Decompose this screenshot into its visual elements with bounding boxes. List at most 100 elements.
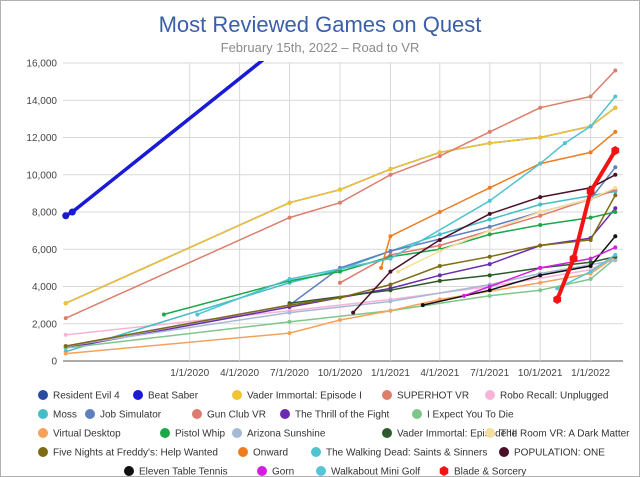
data-point	[613, 94, 618, 99]
data-point	[553, 295, 562, 304]
legend-marker	[485, 390, 495, 400]
data-point	[487, 141, 492, 146]
data-point	[487, 262, 492, 267]
legend-label: Gun Club VR	[207, 410, 266, 421]
legend-marker	[85, 409, 95, 419]
x-tick-label: 1/1/2022	[571, 368, 610, 379]
legend-marker	[232, 390, 242, 400]
data-point	[437, 278, 442, 283]
data-point	[63, 316, 68, 321]
legend-label: Beat Saber	[148, 391, 199, 402]
data-point	[586, 187, 595, 196]
data-point	[487, 185, 492, 190]
y-tick-label: 4,000	[32, 282, 57, 293]
legend-label: Gorn	[272, 467, 294, 477]
legend-label: Pistol Whip	[175, 429, 225, 440]
data-point	[613, 210, 618, 214]
data-point	[437, 249, 442, 254]
chart-title: Most Reviewed Games on Quest	[159, 12, 482, 37]
legend-label: Robo Recall: Unplugged	[500, 391, 608, 402]
data-point	[588, 264, 593, 269]
x-tick-label: 10/1/2021	[518, 368, 563, 379]
data-point	[388, 288, 393, 293]
data-point	[437, 264, 442, 269]
legend-label: SUPERHOT VR	[397, 391, 469, 402]
data-point	[487, 288, 492, 293]
data-point	[588, 215, 593, 220]
data-point	[437, 210, 442, 214]
data-point	[388, 308, 393, 313]
data-point	[396, 269, 401, 274]
data-point	[388, 256, 393, 261]
data-point	[388, 234, 393, 239]
data-point	[613, 234, 618, 239]
data-point	[538, 210, 543, 214]
series-line	[380, 131, 617, 269]
data-point	[68, 208, 76, 216]
data-point	[487, 273, 492, 278]
data-point	[538, 161, 543, 166]
data-point	[161, 312, 166, 317]
data-point	[588, 256, 593, 261]
data-point	[337, 200, 342, 205]
data-point	[337, 187, 342, 192]
data-point	[388, 167, 393, 172]
y-tick-label: 0	[51, 357, 57, 368]
series-line	[196, 95, 617, 316]
data-point	[487, 293, 492, 298]
x-tick-label: 1/1/2021	[371, 368, 410, 379]
data-point	[538, 288, 543, 293]
data-point	[487, 228, 492, 233]
data-point	[538, 273, 543, 278]
data-point	[287, 319, 292, 324]
data-point	[379, 265, 384, 270]
data-point	[63, 332, 68, 337]
data-point	[538, 280, 543, 285]
legend-marker	[485, 428, 495, 438]
y-tick-label: 8,000	[32, 208, 57, 219]
data-point	[487, 211, 492, 216]
data-point	[611, 146, 620, 155]
data-point	[538, 135, 543, 140]
data-point	[613, 258, 618, 263]
y-tick-label: 6,000	[32, 245, 57, 256]
data-point	[588, 260, 593, 265]
data-point	[538, 202, 543, 207]
data-point	[588, 237, 593, 242]
legend-marker	[38, 447, 48, 457]
legend-label: Blade & Sorcery	[454, 467, 526, 477]
legend-marker	[238, 447, 248, 457]
legend-label: Eleven Table Tennis	[139, 467, 228, 477]
data-point	[613, 68, 618, 73]
data-point	[437, 237, 442, 242]
series-line	[397, 187, 617, 273]
legend-label: Five Nights at Freddy's: Help Wanted	[53, 448, 218, 459]
legend-label: Moss	[53, 410, 77, 421]
x-tick-label: 1/1/2020	[170, 368, 209, 379]
data-point	[388, 172, 393, 177]
data-point	[337, 280, 342, 285]
y-tick-label: 16,000	[26, 59, 57, 70]
series-line	[64, 259, 617, 347]
data-point	[337, 269, 342, 274]
data-point	[613, 193, 618, 198]
data-point	[487, 129, 492, 134]
data-point	[569, 254, 578, 264]
data-point	[613, 206, 618, 211]
data-point	[287, 277, 292, 282]
legend-label: Vader Immortal: Episode I	[247, 391, 362, 402]
data-point	[538, 213, 543, 218]
x-tick-label: 4/1/2020	[220, 368, 259, 379]
data-point	[388, 269, 393, 274]
data-point	[487, 284, 492, 289]
data-point	[388, 282, 393, 287]
chart-subtitle: February 15th, 2022 – Road to VR	[221, 40, 420, 55]
data-point	[420, 303, 425, 308]
legend-label: Vader Immortal: Episode III	[397, 429, 517, 440]
legend-label: Walkabout Mini Golf	[331, 467, 420, 477]
data-point	[287, 310, 292, 315]
data-point	[388, 249, 393, 254]
data-point	[287, 303, 292, 308]
legend-label: Virtual Desktop	[53, 429, 121, 440]
